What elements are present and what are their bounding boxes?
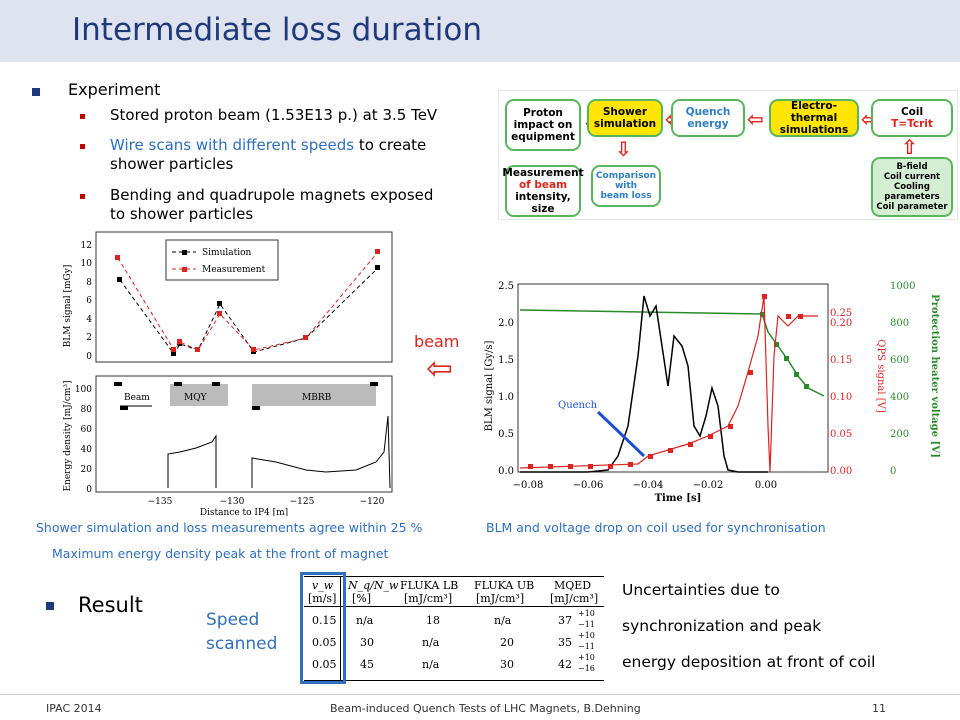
footer-page-number: 11 — [872, 702, 886, 715]
uncertainty-line-2: synchronization and peak — [622, 617, 822, 635]
caption-right: BLM and voltage drop on coil used for sy… — [486, 520, 826, 535]
svg-text:4: 4 — [86, 315, 92, 325]
experiment-item-3-line2: to shower particles — [110, 205, 254, 223]
flow-box-coil: Coil T=Tcrit — [871, 99, 953, 137]
svg-text:10: 10 — [81, 259, 93, 269]
legend-simulation: Simulation — [202, 248, 252, 258]
svg-text:−120: −120 — [360, 497, 385, 507]
svg-text:−0.02: −0.02 — [693, 480, 724, 491]
svg-text:2.0: 2.0 — [498, 318, 514, 329]
slide-title: Intermediate loss duration — [72, 12, 483, 48]
svg-text:80: 80 — [81, 405, 93, 415]
experiment-item-2-suffix: to create — [354, 136, 427, 154]
flow-box-proton-impact: Proton impact on equipment — [505, 99, 581, 151]
sub-bullet-marker — [80, 194, 85, 199]
arrow-up-icon: ⇧ — [901, 135, 918, 159]
flow-box-electro-thermal: Electro-thermal simulations — [769, 99, 859, 137]
flow-box-shower-simulation: Shower simulation — [587, 99, 663, 137]
flow-box-quench-energy: Quench energy — [671, 99, 745, 137]
ylabel-qps: QPS signal [V] — [875, 339, 886, 413]
svg-text:8: 8 — [86, 278, 92, 288]
xlabel-time: Time [s] — [655, 493, 702, 504]
speed-scanned-label: Speed scanned — [206, 610, 278, 654]
svg-text:0.0: 0.0 — [498, 466, 514, 477]
flow-box-measurement: Measurement of beam intensity, size — [502, 165, 584, 217]
svg-text:0.20: 0.20 — [830, 318, 852, 329]
result-heading: Result — [78, 593, 143, 617]
uncertainty-line-1: Uncertainties due to — [622, 581, 780, 599]
label-mbrb: MBRB — [302, 393, 332, 403]
experiment-item-1: Stored proton beam (1.53E13 p.) at 3.5 T… — [110, 106, 438, 124]
svg-text:0: 0 — [890, 466, 896, 477]
svg-text:100: 100 — [75, 385, 92, 395]
caption-left-1: Shower simulation and loss measurements … — [36, 520, 423, 535]
experiment-item-2: Wire scans with different speeds to crea… — [110, 136, 426, 155]
svg-text:800: 800 — [890, 318, 909, 329]
svg-text:20: 20 — [81, 465, 93, 475]
svg-text:1.5: 1.5 — [498, 355, 514, 366]
svg-text:400: 400 — [890, 392, 909, 403]
label-beam: Beam — [124, 393, 150, 403]
xlabel-distance: Distance to IP4 [m] — [200, 508, 288, 516]
svg-text:−125: −125 — [290, 497, 315, 507]
uncertainty-line-3: energy deposition at front of coil — [622, 653, 876, 671]
bullet-marker — [32, 88, 40, 96]
svg-text:−0.06: −0.06 — [573, 480, 604, 491]
svg-text:−135: −135 — [148, 497, 173, 507]
experiment-item-3: Bending and quadrupole magnets exposed — [110, 186, 434, 204]
svg-text:1.0: 1.0 — [498, 392, 514, 403]
svg-text:0.5: 0.5 — [498, 429, 514, 440]
svg-text:−0.04: −0.04 — [633, 480, 664, 491]
ylabel-blm-signal: BLM signal [mGy] — [63, 265, 73, 348]
beam-label: beam — [414, 332, 460, 351]
footer-conference: IPAC 2014 — [46, 702, 102, 715]
quench-label: Quench — [558, 400, 598, 411]
svg-text:2.5: 2.5 — [498, 281, 514, 292]
svg-text:6: 6 — [86, 296, 92, 306]
sub-bullet-marker — [80, 114, 85, 119]
experiment-item-2-line2: shower particles — [110, 155, 234, 173]
experiment-heading: Experiment — [68, 80, 161, 99]
svg-text:40: 40 — [81, 445, 93, 455]
sub-bullet-marker — [80, 144, 85, 149]
svg-text:200: 200 — [890, 429, 909, 440]
title-bar — [0, 0, 960, 62]
results-table: v_w N_q/N_w FLUKA LB FLUKA UB MQED [m/s]… — [304, 576, 604, 682]
svg-text:0.15: 0.15 — [830, 355, 852, 366]
left-plot: BLM signal [mGy] 0 2 4 6 8 10 12 Simulat… — [63, 231, 393, 516]
svg-text:0: 0 — [86, 485, 92, 495]
svg-text:0.25: 0.25 — [830, 308, 852, 319]
svg-text:−130: −130 — [220, 497, 245, 507]
ylabel-heater: Protection heater voltage [V] — [929, 294, 940, 458]
svg-text:2: 2 — [86, 333, 92, 343]
svg-text:1000: 1000 — [890, 281, 915, 292]
svg-text:0.00: 0.00 — [755, 480, 777, 491]
experiment-item-2-highlight: Wire scans with different speeds — [110, 136, 355, 154]
speed-column-highlight — [300, 572, 346, 684]
legend-measurement: Measurement — [202, 265, 266, 275]
label-mqy: MQY — [184, 393, 208, 403]
svg-text:600: 600 — [890, 355, 909, 366]
arrow-down-icon: ⇩ — [615, 137, 632, 161]
svg-text:0.05: 0.05 — [830, 429, 852, 440]
beam-arrow-icon: ⇦ — [426, 349, 453, 387]
arrow-left-icon: ⇦ — [747, 107, 764, 131]
caption-left-2: Maximum energy density peak at the front… — [52, 546, 389, 561]
ylabel-blm: BLM signal [Gy/s] — [484, 340, 495, 431]
svg-text:60: 60 — [81, 425, 93, 435]
ylabel-energy-density: Energy density [mJ/cm³] — [63, 380, 73, 491]
bullet-marker — [46, 602, 54, 610]
svg-text:0.00: 0.00 — [830, 466, 852, 477]
svg-text:−0.08: −0.08 — [513, 480, 544, 491]
right-plot: BLM signal [Gy/s] 0.0 0.5 1.0 1.5 2.0 2.… — [484, 281, 940, 504]
footer-title: Beam-induced Quench Tests of LHC Magnets… — [330, 702, 641, 715]
flow-box-coil-parameters: B-field Coil current Cooling parameters Coil… — [871, 157, 953, 217]
svg-text:0: 0 — [86, 352, 92, 362]
svg-text:0.10: 0.10 — [830, 392, 852, 403]
footer-divider — [0, 694, 960, 695]
svg-text:12: 12 — [81, 241, 92, 251]
flow-box-comparison: Comparison with beam loss — [591, 165, 661, 207]
